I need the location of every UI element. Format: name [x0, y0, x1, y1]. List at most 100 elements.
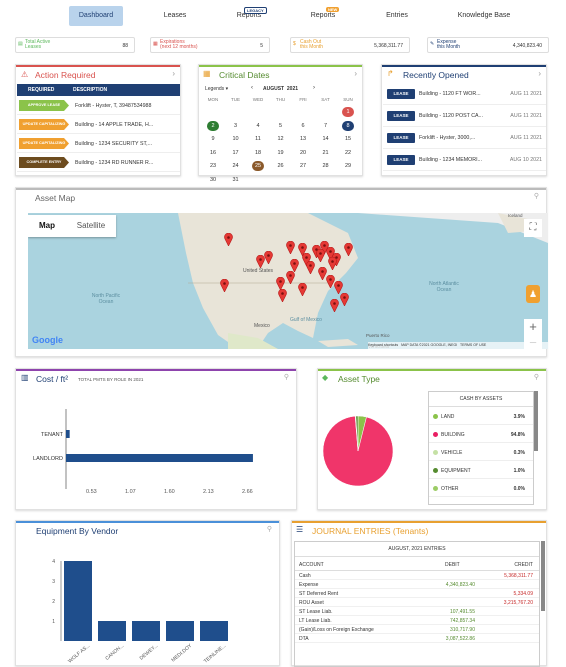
calendar-day[interactable]: 30: [209, 176, 217, 183]
map-pin-icon[interactable]: [340, 292, 349, 307]
map-pin-icon[interactable]: [256, 254, 265, 269]
nav-entries[interactable]: Entries: [386, 12, 408, 19]
chevron-right-icon[interactable]: ›: [354, 69, 357, 78]
nav-reports-new[interactable]: Reports: [301, 6, 345, 26]
bar[interactable]: [132, 621, 160, 641]
map-pin-icon[interactable]: [220, 278, 229, 293]
map-button[interactable]: Map: [39, 221, 55, 230]
calendar-day[interactable]: 10: [232, 136, 239, 142]
action-row[interactable]: APPROVE LEASE Forklift - Hyster, T, 39487…: [17, 97, 180, 115]
map-pin-icon[interactable]: [328, 256, 337, 271]
bar[interactable]: [66, 454, 253, 462]
recent-row[interactable]: LEASE Building - 1234 MEMORI... AUG 10 202…: [383, 150, 546, 171]
calendar-day[interactable]: 24: [232, 163, 239, 169]
calendar-day[interactable]: 21: [322, 149, 329, 156]
calendar-day[interactable]: 17: [232, 149, 239, 156]
pegman-icon[interactable]: ♟: [526, 285, 540, 303]
scrollbar[interactable]: [541, 541, 545, 611]
calendar-day[interactable]: 22: [344, 149, 352, 156]
calendar-day[interactable]: 6: [301, 122, 305, 129]
recent-row[interactable]: LEASE Building - 1120 FT WOR... AUG 11 202…: [383, 84, 546, 105]
zoom-icon[interactable]: ⚲: [533, 193, 539, 200]
pie-slice[interactable]: [355, 415, 359, 452]
prev-month-icon[interactable]: ‹: [251, 85, 253, 91]
summary-expirations[interactable]: ▦ Expirations (next 12 months) 5: [150, 37, 270, 53]
calendar-day[interactable]: 5: [278, 122, 283, 129]
bar[interactable]: [66, 430, 70, 438]
calendar-day[interactable]: 8: [342, 120, 354, 131]
action-row[interactable]: COMPLETE ENTRY Building - 1234 RD RUNNER …: [17, 154, 180, 172]
action-row[interactable]: UPDATE CAPITALIZING Building - 14 APPLE T…: [17, 116, 180, 134]
map-pin-icon[interactable]: [286, 240, 295, 255]
map-pin-icon[interactable]: [326, 246, 335, 261]
nav-dashboard[interactable]: Dashboard: [69, 6, 123, 26]
keyboard-shortcuts-link[interactable]: Keyboard shortcuts: [368, 343, 399, 347]
nav-knowledge-base[interactable]: Knowledge Base: [457, 12, 511, 19]
map-pin-icon[interactable]: [320, 240, 329, 255]
calendar-day[interactable]: 7: [323, 122, 328, 129]
calendar-day[interactable]: 11: [255, 136, 261, 142]
summary-active-leases[interactable]: ▤ Total Active Leases 88: [15, 37, 135, 53]
bar[interactable]: [200, 621, 228, 641]
summary-cash-out[interactable]: $ Cash Out this Month 5,368,311.77: [290, 37, 410, 53]
calendar-day[interactable]: 29: [344, 163, 352, 169]
map-pin-icon[interactable]: [298, 282, 307, 297]
calendar-day[interactable]: 14: [322, 136, 329, 142]
calendar-day[interactable]: 16: [209, 149, 217, 156]
nav-leases[interactable]: Leases: [163, 12, 187, 19]
zoom-icon[interactable]: ⚲: [533, 374, 539, 381]
calendar-day[interactable]: 25: [252, 161, 264, 171]
map-pin-icon[interactable]: [278, 288, 287, 303]
scrollbar[interactable]: [534, 391, 538, 451]
recent-row[interactable]: LEASE Forklift - Hyster, 3000,... AUG 11 2…: [383, 128, 546, 149]
satellite-button[interactable]: Satellite: [76, 221, 106, 230]
pie-slice[interactable]: [322, 415, 394, 487]
calendar-day[interactable]: 3: [233, 122, 238, 129]
calendar-day[interactable]: 12: [277, 136, 284, 142]
map-pin-icon[interactable]: [318, 266, 327, 281]
map-pin-icon[interactable]: [344, 242, 353, 257]
calendar-day[interactable]: 4: [256, 122, 260, 129]
map-pin-icon[interactable]: [298, 242, 307, 257]
calendar-day[interactable]: 13: [299, 136, 307, 142]
calendar-day[interactable]: 9: [211, 136, 215, 142]
nav-reports-legacy[interactable]: Reports: [227, 6, 271, 26]
summary-expense[interactable]: ✎ Expense this Month 4,340,823.40: [427, 37, 549, 53]
recent-row[interactable]: LEASE Building - 1120 POST CA... AUG 11 20…: [383, 106, 546, 127]
map-pin-icon[interactable]: [302, 252, 311, 267]
map-pin-icon[interactable]: [224, 232, 233, 247]
map-pin-icon[interactable]: [286, 270, 295, 285]
calendar-day[interactable]: 26: [277, 163, 284, 169]
next-month-icon[interactable]: ›: [313, 85, 315, 91]
calendar-day[interactable]: 23: [209, 163, 217, 169]
calendar-day[interactable]: 15: [344, 136, 352, 142]
terms-link[interactable]: TERMS OF USE: [460, 343, 487, 347]
map-pin-icon[interactable]: [276, 276, 285, 291]
calendar-day[interactable]: 28: [322, 163, 329, 169]
map-pin-icon[interactable]: [290, 258, 299, 273]
map-pin-icon[interactable]: [316, 248, 325, 263]
chevron-right-icon[interactable]: ›: [172, 69, 175, 78]
zoom-in-button[interactable]: +: [529, 319, 537, 334]
map-pin-icon[interactable]: [306, 260, 315, 275]
calendar-day[interactable]: 2: [207, 120, 219, 131]
calendar-day[interactable]: 31: [232, 176, 239, 183]
map-pin-icon[interactable]: [264, 250, 273, 265]
calendar-day[interactable]: 27: [299, 163, 307, 169]
bar[interactable]: [98, 621, 126, 641]
legends-dropdown[interactable]: Legends ▾: [205, 86, 229, 92]
action-row[interactable]: UPDATE CAPITALIZING Building - 1234 SECUR…: [17, 135, 180, 153]
map-pin-icon[interactable]: [326, 274, 335, 289]
map-view[interactable]: Map Satellite ⛶ ♟ + − North Pacific Ocea…: [28, 213, 548, 349]
bar[interactable]: [64, 561, 92, 641]
map-pin-icon[interactable]: [330, 298, 339, 313]
calendar-day[interactable]: 18: [254, 149, 262, 156]
map-pin-icon[interactable]: [334, 280, 343, 295]
fullscreen-icon[interactable]: ⛶: [524, 219, 542, 237]
calendar-day[interactable]: 19: [277, 149, 284, 156]
bar[interactable]: [166, 621, 194, 641]
zoom-icon[interactable]: ⚲: [283, 374, 289, 381]
chevron-right-icon[interactable]: ›: [538, 69, 541, 78]
calendar-day[interactable]: 1: [342, 107, 354, 117]
zoom-icon[interactable]: ⚲: [266, 526, 272, 533]
